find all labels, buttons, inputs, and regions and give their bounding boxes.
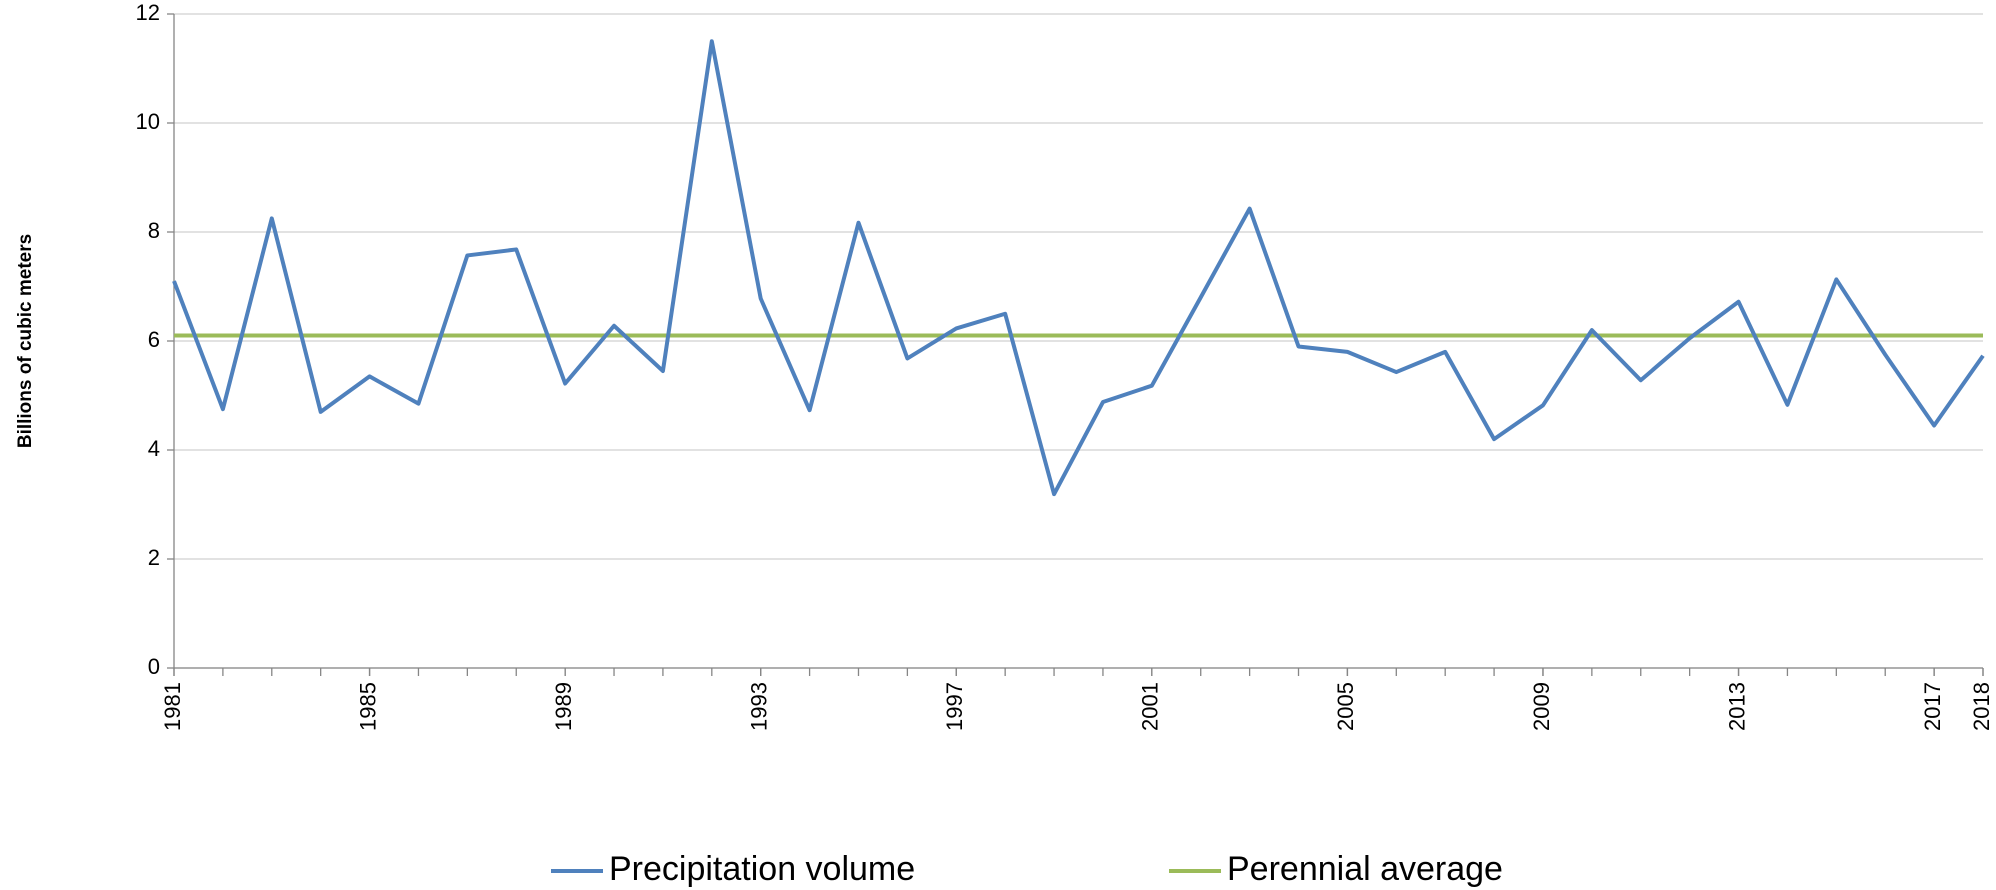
y-axis-label: Billions of cubic meters (15, 234, 36, 448)
x-tick-label: 1997 (942, 682, 967, 731)
legend-label: Perennial average (1227, 850, 1503, 888)
x-tick-label: 1989 (551, 682, 576, 731)
x-tick-label: 2005 (1333, 682, 1358, 731)
y-tick-label: 4 (148, 436, 160, 461)
y-tick-label: 6 (148, 327, 160, 352)
y-tick-label: 10 (136, 109, 160, 134)
x-tick-label: 2017 (1920, 682, 1945, 731)
y-tick-label: 0 (148, 654, 160, 679)
legend-label: Precipitation volume (609, 850, 915, 888)
x-tick-label: 2009 (1529, 682, 1554, 731)
x-tick-label: 1993 (747, 682, 772, 731)
series-line (172, 39, 1985, 497)
x-tick-label: 1985 (355, 682, 380, 731)
x-tick-label: 2001 (1138, 682, 1163, 731)
x-tick-label: 2013 (1724, 682, 1749, 731)
y-tick-label: 8 (148, 218, 160, 243)
x-tick-label: 2018 (1969, 682, 1994, 731)
x-tick-label: 1981 (160, 682, 185, 731)
y-tick-label: 2 (148, 545, 160, 570)
y-tick-label: 12 (136, 0, 160, 25)
